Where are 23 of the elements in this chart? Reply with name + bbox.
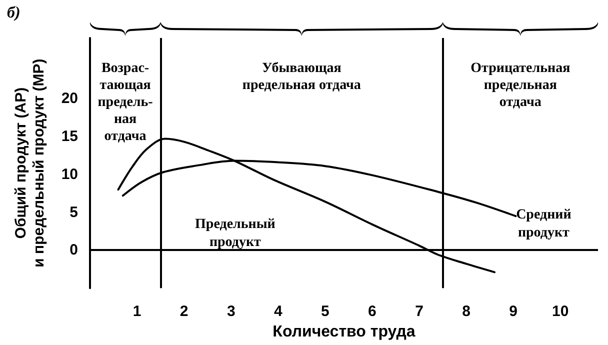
series-label: Средний продукт: [516, 208, 572, 241]
annotation: Убывающая предельная отдача: [242, 61, 361, 93]
y-tick-label: 20: [61, 90, 78, 108]
x-tick-label: 6: [368, 303, 376, 320]
x-tick-label: 4: [274, 303, 283, 320]
y-tick-label: 15: [61, 128, 78, 146]
y-tick-label: 10: [61, 166, 78, 183]
x-tick-label: 2: [180, 303, 188, 320]
y-axis-title: Общий продукт (AP) и предельный продукт (MP): [12, 58, 48, 268]
x-tick-label: 7: [415, 303, 424, 320]
x-axis-title: Количество труда: [272, 324, 416, 340]
y-tick-label: 5: [70, 204, 78, 221]
annotation: Отрицательная предельная отдача: [470, 61, 571, 110]
x-tick-label: 1: [132, 303, 142, 320]
chart-title: б): [7, 4, 20, 22]
y-tick-label: 0: [70, 242, 78, 259]
x-tick-label: 8: [462, 303, 470, 320]
x-tick-label: 3: [226, 303, 236, 320]
x-tick-label: 9: [509, 303, 518, 320]
x-tick-label: 10: [552, 303, 569, 320]
annotation: Возрас- тающая предель- ная отдача: [98, 61, 154, 144]
text: Предельный продукт: [195, 217, 276, 250]
x-tick-label: 5: [321, 303, 330, 320]
